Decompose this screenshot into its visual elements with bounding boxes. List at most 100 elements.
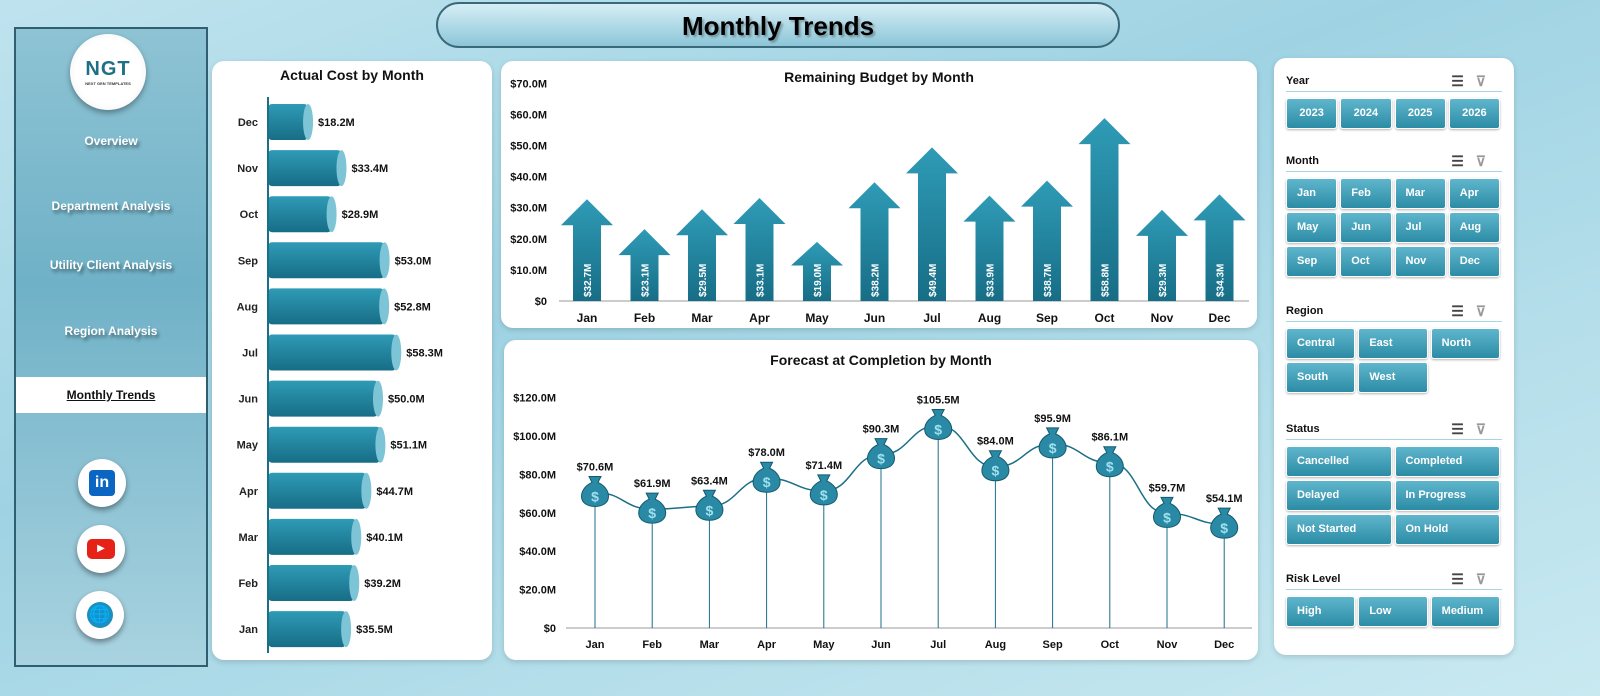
slicer-option[interactable]: 2026 — [1448, 98, 1500, 129]
data-label: $58.3M — [406, 348, 443, 360]
slicer-option[interactable]: Jan — [1286, 178, 1338, 209]
bar — [268, 104, 309, 140]
slicer-option[interactable]: Cancelled — [1286, 446, 1392, 477]
category-label: Jun — [238, 394, 258, 406]
slicer-option[interactable]: Central — [1286, 328, 1356, 359]
data-label: $53.0M — [395, 255, 432, 267]
slicer-option[interactable]: 2024 — [1340, 98, 1392, 129]
category-label: Feb — [238, 578, 258, 590]
slicer-option[interactable]: Not Started — [1286, 514, 1392, 545]
dollar-sign: $ — [1220, 520, 1228, 536]
data-label: $70.6M — [577, 461, 614, 473]
clear-filter-icon[interactable]: ⊽ — [1475, 421, 1498, 437]
nav-utility-client-analysis[interactable]: Utility Client Analysis — [49, 258, 173, 272]
x-tick-label: May — [805, 311, 829, 325]
y-tick-label: $20.0M — [510, 234, 547, 246]
actual-cost-panel: Actual Cost by Month Dec $18.2M Nov $33.4M O… — [212, 61, 492, 660]
bag-shape — [638, 492, 667, 524]
slicer-option[interactable]: Delayed — [1286, 480, 1392, 511]
y-tick-label: $0 — [535, 296, 547, 308]
data-label: $23.1M — [641, 264, 652, 297]
slicer-panel: Year ☰⊽ 2023 2024 2025 2026 Month ☰⊽ Jan Feb Mar Ap… — [1274, 58, 1514, 655]
nav-monthly-trends[interactable]: Monthly Trends — [16, 377, 206, 413]
nav-department-analysis[interactable]: Department Analysis — [51, 199, 171, 213]
slicer-option[interactable]: West — [1358, 362, 1428, 393]
slicer-option[interactable]: Aug — [1448, 212, 1500, 243]
data-label: $95.9M — [1034, 413, 1071, 425]
bar — [268, 426, 381, 463]
clear-filter-icon[interactable]: ⊽ — [1475, 73, 1498, 89]
slicer-option[interactable]: Feb — [1340, 178, 1392, 209]
slicer-option[interactable]: Nov — [1394, 246, 1446, 277]
category-label: Sep — [238, 255, 258, 267]
nav-overview[interactable]: Overview — [84, 134, 138, 148]
remaining-budget-chart: $0 $10.0M $20.0M $30.0M $40.0M $50.0M $60.0M $7… — [510, 78, 1249, 325]
arrow-bar — [1021, 180, 1073, 301]
bar — [268, 518, 357, 555]
slicer-option[interactable]: Completed — [1394, 446, 1500, 477]
data-label: $61.9M — [634, 478, 671, 490]
slicer-option[interactable]: In Progress — [1394, 480, 1500, 511]
x-tick-label: Dec — [1214, 639, 1234, 651]
arrow-bar — [1078, 118, 1131, 301]
slicer-option[interactable]: 2025 — [1394, 98, 1446, 129]
slicer-option[interactable]: Dec — [1448, 246, 1500, 277]
multi-select-icon[interactable]: ☰ — [1451, 153, 1476, 169]
data-label: $34.3M — [1216, 264, 1227, 297]
multi-select-icon[interactable]: ☰ — [1451, 303, 1476, 319]
slicer-option[interactable]: Medium — [1430, 596, 1500, 627]
x-tick-label: Mar — [691, 311, 713, 325]
slicer-option[interactable]: May — [1286, 212, 1338, 243]
slicer-option[interactable]: Sep — [1286, 246, 1338, 277]
nav-region-analysis[interactable]: Region Analysis — [64, 324, 158, 338]
globe-icon: 🌐 — [87, 602, 113, 628]
slicer-option[interactable]: North — [1430, 328, 1500, 359]
clear-filter-icon[interactable]: ⊽ — [1475, 571, 1498, 587]
linkedin-button[interactable]: in — [78, 459, 126, 507]
slicer-header-status: Status ☰⊽ — [1286, 418, 1502, 440]
y-tick-label: $100.0M — [513, 431, 556, 443]
data-label: $29.5M — [698, 264, 709, 297]
slicer-option[interactable]: South — [1286, 362, 1356, 393]
y-tick-label: $80.0M — [519, 469, 556, 481]
bar-cap — [341, 611, 352, 648]
slicer-option[interactable]: 2023 — [1286, 98, 1338, 129]
money-bag-icon: $ — [695, 489, 724, 521]
data-label: $86.1M — [1091, 432, 1128, 444]
slicer-option[interactable]: On Hold — [1394, 514, 1500, 545]
globe-button[interactable]: 🌐 — [76, 591, 124, 639]
slicer-option[interactable]: Oct — [1340, 246, 1392, 277]
dollar-sign: $ — [1163, 509, 1171, 525]
bag-shape — [581, 475, 609, 507]
slicer-option[interactable]: Apr — [1448, 178, 1500, 209]
money-bag-icon: $ — [638, 492, 667, 524]
category-label: Jan — [239, 624, 258, 636]
slicer-option[interactable]: Jun — [1340, 212, 1392, 243]
logo-text: NGT — [85, 58, 131, 80]
clear-filter-icon[interactable]: ⊽ — [1475, 153, 1498, 169]
data-label: $71.4M — [805, 460, 842, 472]
data-label: $33.9M — [986, 264, 997, 297]
category-label: Oct — [240, 209, 259, 221]
slicer-header-risk-level: Risk Level ☰⊽ — [1286, 568, 1502, 590]
slicer-header-year: Year ☰⊽ — [1286, 70, 1502, 92]
youtube-button[interactable]: ▶ — [77, 525, 125, 573]
money-bag-icon: $ — [809, 474, 838, 506]
category-label: Jul — [242, 348, 258, 360]
slicer-option[interactable]: Mar — [1394, 178, 1446, 209]
bar — [268, 196, 332, 233]
multi-select-icon[interactable]: ☰ — [1451, 73, 1476, 89]
clear-filter-icon[interactable]: ⊽ — [1475, 303, 1498, 319]
slicer-option[interactable]: East — [1358, 328, 1428, 359]
slicer-option[interactable]: Low — [1358, 596, 1428, 627]
bar — [268, 380, 378, 417]
multi-select-icon[interactable]: ☰ — [1451, 571, 1476, 587]
bar-cap — [379, 288, 390, 325]
slicer-option[interactable]: Jul — [1394, 212, 1446, 243]
multi-select-icon[interactable]: ☰ — [1451, 421, 1476, 437]
y-tick-label: $40.0M — [519, 546, 556, 558]
data-label: $90.3M — [863, 424, 900, 436]
slicer-option[interactable]: High — [1286, 596, 1356, 627]
bar-cap — [361, 472, 372, 509]
x-tick-label: Feb — [642, 639, 662, 651]
